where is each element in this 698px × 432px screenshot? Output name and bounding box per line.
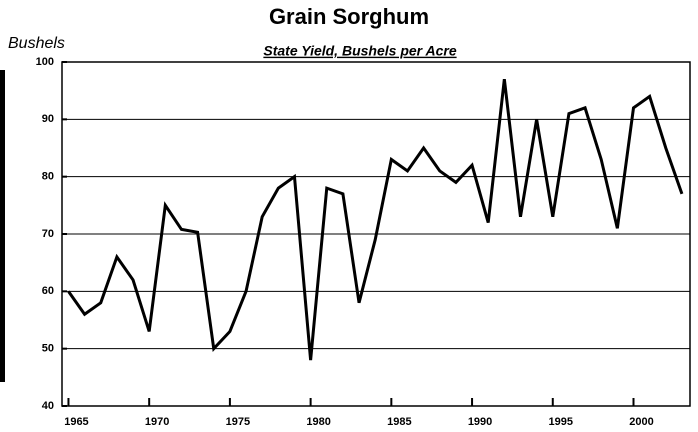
y-tick-label: 100: [36, 56, 54, 68]
y-tick-label: 50: [42, 343, 54, 355]
chart-title: Grain Sorghum: [269, 4, 429, 29]
x-tick-label: 1970: [145, 416, 169, 428]
plot-frame: [61, 61, 691, 407]
y-tick-label: 70: [42, 228, 54, 240]
x-tick-label: 1990: [468, 416, 492, 428]
x-tick-label: 1995: [549, 416, 573, 428]
chart-subtitle: State Yield, Bushels per Acre: [263, 43, 456, 59]
x-tick-label: 1980: [306, 416, 330, 428]
y-axis-label: Bushels: [8, 35, 65, 52]
y-tick-label: 60: [42, 285, 54, 297]
y-tick-label: 80: [42, 171, 54, 183]
data-line: [67, 79, 684, 361]
x-tick-label: 2000: [629, 416, 653, 428]
x-tick-label: 1965: [64, 416, 88, 428]
side-bar: [0, 70, 5, 382]
x-tick-label: 1975: [226, 416, 250, 428]
y-tick-label: 40: [42, 400, 54, 412]
x-tick-label: 1985: [387, 416, 411, 428]
y-tick-label: 90: [42, 113, 54, 125]
